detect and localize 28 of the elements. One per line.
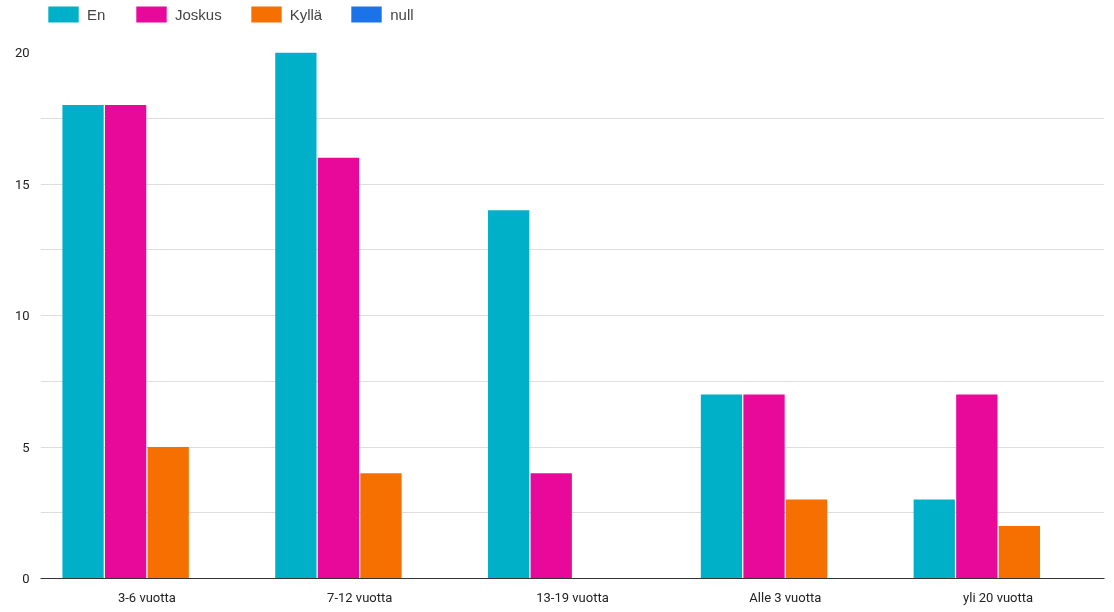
x-tick-label: 13-19 vuotta xyxy=(536,589,609,605)
bar xyxy=(104,105,147,579)
bar xyxy=(62,105,104,579)
y-tick-label: 0 xyxy=(22,571,30,586)
bar xyxy=(700,394,743,579)
bar xyxy=(913,499,955,579)
legend-label: Joskus xyxy=(175,5,222,23)
bar xyxy=(785,499,828,579)
bar xyxy=(743,394,785,579)
bar xyxy=(275,52,317,579)
bar xyxy=(956,394,998,579)
y-tick-label: 15 xyxy=(14,176,30,192)
bar xyxy=(360,473,402,579)
y-tick-label: 5 xyxy=(22,439,30,455)
legend-label: En xyxy=(87,5,107,23)
y-tick-label: 10 xyxy=(14,308,30,323)
bar xyxy=(530,473,572,579)
x-tick-label: 7-12 vuotta xyxy=(327,589,393,605)
x-tick-label: yli 20 vuotta xyxy=(963,589,1034,605)
bar xyxy=(317,157,360,579)
y-tick-label: 20 xyxy=(14,45,30,60)
bar xyxy=(147,447,189,579)
bar xyxy=(488,210,530,579)
legend-label: null xyxy=(390,5,414,23)
legend-label: Kyllä xyxy=(289,5,323,23)
bar xyxy=(998,525,1041,579)
x-tick-label: 3-6 vuotta xyxy=(117,589,176,605)
x-tick-label: Alle 3 vuotta xyxy=(749,589,822,605)
